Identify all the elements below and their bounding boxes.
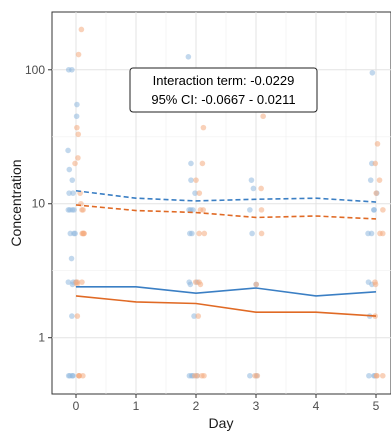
- blue-point: [367, 177, 374, 183]
- blue-point: [249, 230, 255, 237]
- orange-point: [372, 160, 379, 167]
- orange-point: [197, 207, 204, 213]
- orange-point: [199, 160, 206, 167]
- blue-point: [65, 279, 72, 285]
- trend-lines: [75, 189, 377, 317]
- orange-point: [75, 131, 82, 138]
- blue-point: [71, 230, 77, 237]
- orange-point: [193, 177, 199, 183]
- blue-point: [191, 313, 197, 319]
- x-axis-title: Day: [209, 415, 234, 431]
- y-tick-label: 100: [25, 63, 45, 77]
- x-tick-label: 5: [373, 399, 380, 413]
- orange-point: [373, 190, 379, 196]
- annotation-background: [129, 67, 318, 113]
- orange-point: [379, 372, 386, 379]
- orange-point: [379, 230, 386, 237]
- blue-point: [65, 147, 71, 154]
- blue-point: [70, 190, 76, 196]
- orange-point: [196, 230, 202, 237]
- blue-point: [366, 372, 372, 379]
- orange-point: [201, 230, 208, 237]
- annotation-line-1: Interaction term: -0.0229: [153, 73, 295, 88]
- orange-point: [373, 372, 380, 379]
- x-tick-label: 4: [313, 399, 320, 413]
- orange-point: [253, 281, 260, 288]
- orange-point: [252, 372, 258, 379]
- orange-point: [380, 207, 386, 213]
- blue-point: [250, 185, 257, 192]
- blue-point: [67, 207, 73, 213]
- x-tick-label: 0: [73, 399, 80, 413]
- orange-point: [195, 313, 202, 319]
- x-tick-label: 3: [253, 399, 260, 413]
- blue-point: [69, 177, 76, 183]
- orange-point: [258, 185, 264, 192]
- blue-dashed-line: [75, 189, 377, 203]
- blue-point: [248, 177, 255, 183]
- orange-point: [201, 372, 207, 379]
- orange-point: [76, 372, 82, 379]
- orange-point: [80, 230, 87, 237]
- orange-solid-line: [75, 295, 377, 317]
- orange-point: [196, 190, 203, 196]
- orange-point: [192, 279, 199, 285]
- y-tick-label: 1: [38, 331, 45, 345]
- orange-point: [258, 207, 265, 213]
- blue-point: [71, 207, 77, 213]
- orange-point: [74, 313, 81, 319]
- blue-point: [247, 372, 253, 379]
- x-tick-label: 1: [133, 399, 140, 413]
- y-tick-label: 10: [32, 197, 46, 211]
- blue-point: [192, 190, 198, 196]
- blue-point: [186, 279, 193, 285]
- blue-point: [66, 190, 72, 196]
- orange-point: [75, 51, 82, 58]
- orange-point: [74, 279, 81, 285]
- annotation-box: Interaction term: -0.0229 95% CI: -0.066…: [129, 67, 318, 113]
- orange-point: [72, 160, 78, 167]
- orange-point: [258, 230, 265, 237]
- data-points: [65, 26, 386, 379]
- blue-point: [66, 166, 73, 173]
- x-tick-label: 2: [193, 399, 200, 413]
- orange-point: [74, 124, 80, 131]
- orange-point: [374, 141, 381, 147]
- blue-point: [69, 66, 75, 73]
- blue-point: [188, 177, 194, 183]
- blue-solid-line: [76, 285, 377, 297]
- orange-point: [78, 26, 85, 33]
- blue-point: [186, 207, 192, 213]
- blue-point: [68, 255, 75, 262]
- y-axis-title: Concentration: [8, 159, 24, 246]
- blue-point: [187, 230, 193, 237]
- orange-point: [260, 113, 266, 120]
- annotation-line-2: 95% CI: -0.0667 - 0.0211: [151, 92, 295, 107]
- axes: 0 1 2 3 4 5 1 10 100: [25, 63, 380, 413]
- blue-point: [188, 160, 194, 167]
- blue-point: [371, 207, 377, 213]
- blue-point: [365, 279, 372, 285]
- orange-point: [75, 155, 81, 161]
- orange-point: [79, 279, 85, 285]
- orange-dashed-line: [75, 204, 377, 220]
- blue-point: [69, 313, 75, 319]
- orange-point: [376, 177, 383, 183]
- blue-point: [73, 113, 80, 120]
- orange-point: [372, 279, 378, 285]
- orange-point: [200, 124, 207, 131]
- orange-point: [79, 207, 85, 213]
- blue-point: [74, 101, 80, 108]
- blue-point: [247, 207, 253, 213]
- orange-point: [192, 372, 198, 379]
- blue-point: [368, 230, 375, 237]
- blue-point: [369, 69, 376, 76]
- blue-point: [185, 54, 192, 60]
- blue-point: [67, 372, 73, 379]
